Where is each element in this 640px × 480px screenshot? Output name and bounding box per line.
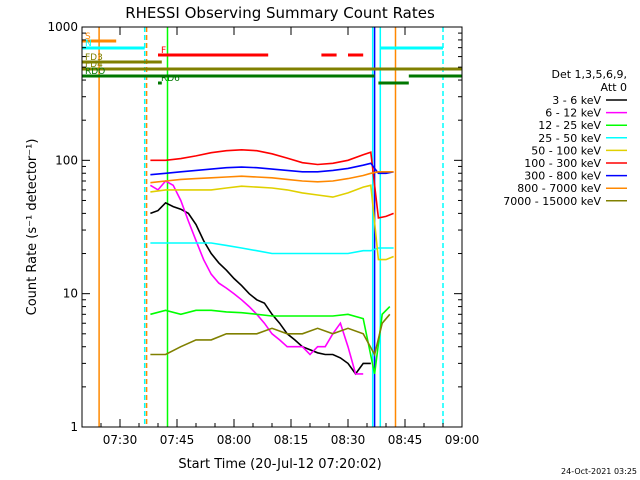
axis-ticks: 07:30 07:45 08:00 08:15 08:30 08:45 09:00 1 10 10… bbox=[47, 20, 479, 447]
x-tick-label-07:45: 07:45 bbox=[160, 433, 195, 447]
x-axis-label: Start Time (20-Jul-12 07:20:02) bbox=[178, 457, 381, 472]
y-tick-label-1000: 1000 bbox=[47, 20, 78, 34]
x-tick-label-08:00: 08:00 bbox=[217, 433, 252, 447]
legend-label-800-7000-kev: 800 - 7000 keV bbox=[517, 182, 601, 195]
legend-label-7000-15000-kev: 7000 - 15000 keV bbox=[503, 195, 601, 208]
plot-frame bbox=[81, 26, 463, 428]
series-7000-15000-kev bbox=[150, 313, 391, 357]
x-tick-label-08:30: 08:30 bbox=[331, 433, 366, 447]
legend-label-12-25-kev: 12 - 25 keV bbox=[538, 119, 601, 132]
legend-label-3-6-kev: 3 - 6 keV bbox=[552, 94, 601, 107]
series-3-6-kev bbox=[150, 201, 371, 376]
flag-label-fd3: FD3 bbox=[85, 53, 103, 63]
series-300-800-kev bbox=[150, 162, 394, 176]
series-50-100-kev bbox=[150, 184, 394, 261]
footer-timestamp: 24-Oct-2021 03:25 bbox=[561, 467, 637, 476]
flag-label-rd6: RD6 bbox=[161, 74, 180, 84]
flag-label-f: F bbox=[161, 46, 166, 56]
series-12-25-kev bbox=[150, 306, 391, 375]
x-tick-label-08:15: 08:15 bbox=[274, 433, 309, 447]
x-tick-label-09:00: 09:00 bbox=[445, 433, 480, 447]
series-100-300-kev bbox=[150, 148, 394, 219]
y-tick-label-1: 1 bbox=[70, 420, 78, 434]
x-tick-label-07:30: 07:30 bbox=[103, 433, 138, 447]
flag-label-n: N bbox=[85, 39, 92, 49]
legend-label-300-800-kev: 300 - 800 keV bbox=[524, 170, 601, 183]
series-25-50-kev bbox=[150, 242, 394, 255]
event-vertical-lines bbox=[98, 27, 444, 427]
x-tick-label-08:45: 08:45 bbox=[388, 433, 423, 447]
y-tick-label-10: 10 bbox=[63, 287, 78, 301]
flag-label-s: S bbox=[85, 32, 91, 42]
series-layer bbox=[149, 148, 394, 376]
legend-title-line2: Att 0 bbox=[601, 81, 627, 94]
legend-label-100-300-kev: 100 - 300 keV bbox=[524, 157, 601, 170]
legend-label-25-50-kev: 25 - 50 keV bbox=[538, 132, 601, 145]
legend-label-50-100-kev: 50 - 100 keV bbox=[531, 144, 601, 157]
chart-title: RHESSI Observing Summary Count Rates bbox=[125, 4, 435, 22]
legend-label-6-12-kev: 6 - 12 keV bbox=[545, 107, 601, 120]
series-800-7000-kev bbox=[150, 171, 394, 184]
legend-title-line1: Det 1,3,5,6,9, bbox=[551, 68, 627, 81]
flag-label-rdo: RDO bbox=[85, 67, 105, 77]
flag-label-fd4: FD4 bbox=[85, 60, 103, 70]
y-axis-label: Count Rate (s⁻¹ detector⁻¹) bbox=[25, 139, 40, 316]
y-tick-label-100: 100 bbox=[55, 153, 78, 167]
